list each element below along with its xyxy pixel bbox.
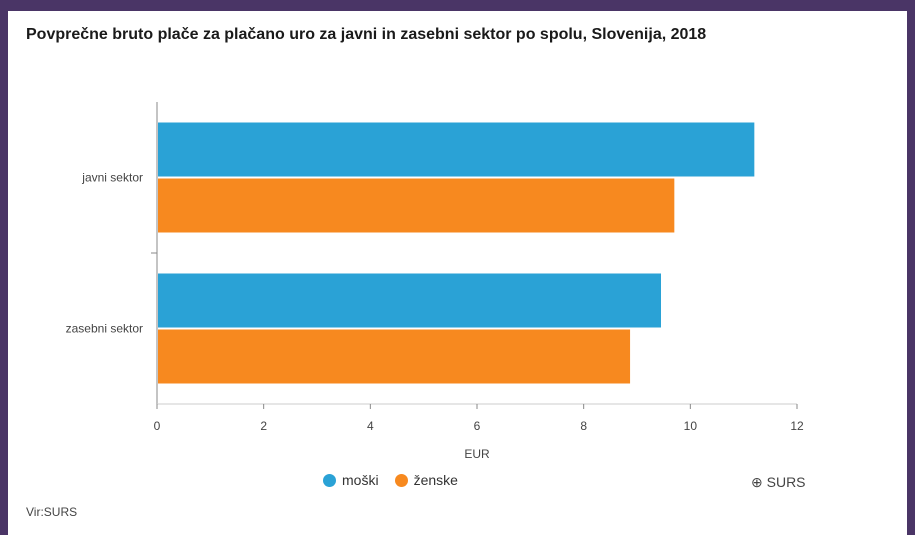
x-tick-label: 10 [684, 419, 698, 433]
category-label: javni sektor [81, 171, 143, 185]
x-tick-label: 8 [580, 419, 587, 433]
chart-title: Povprečne bruto plače za plačano uro za … [26, 26, 707, 43]
chart-card [8, 11, 907, 535]
x-axis-title: EUR [464, 447, 490, 461]
x-tick-label: 6 [474, 419, 481, 433]
legend-label-zenske: ženske [413, 472, 458, 488]
source-note: Vir:SURS [26, 505, 78, 519]
legend-item-moski[interactable]: moški [323, 472, 379, 488]
legend: moški ženske [323, 472, 458, 488]
bar-moski-javni [158, 122, 755, 177]
x-tick-label: 4 [367, 419, 374, 433]
legend-swatch-zenske [394, 473, 408, 487]
chart-credit-link[interactable]: ⊕ SURS [751, 474, 806, 490]
bar-moski-zasebni [158, 273, 661, 328]
x-tick-label: 12 [790, 419, 804, 433]
category-label: zasebni sektor [66, 322, 143, 336]
bar-zenske-javni [158, 178, 675, 233]
x-tick-label: 0 [154, 419, 161, 433]
bar-zenske-zasebni [158, 329, 631, 384]
legend-swatch-moski [323, 473, 336, 487]
legend-item-zenske[interactable]: ženske [394, 472, 458, 488]
x-tick-label: 2 [260, 419, 267, 433]
legend-label-moski: moški [342, 472, 379, 488]
